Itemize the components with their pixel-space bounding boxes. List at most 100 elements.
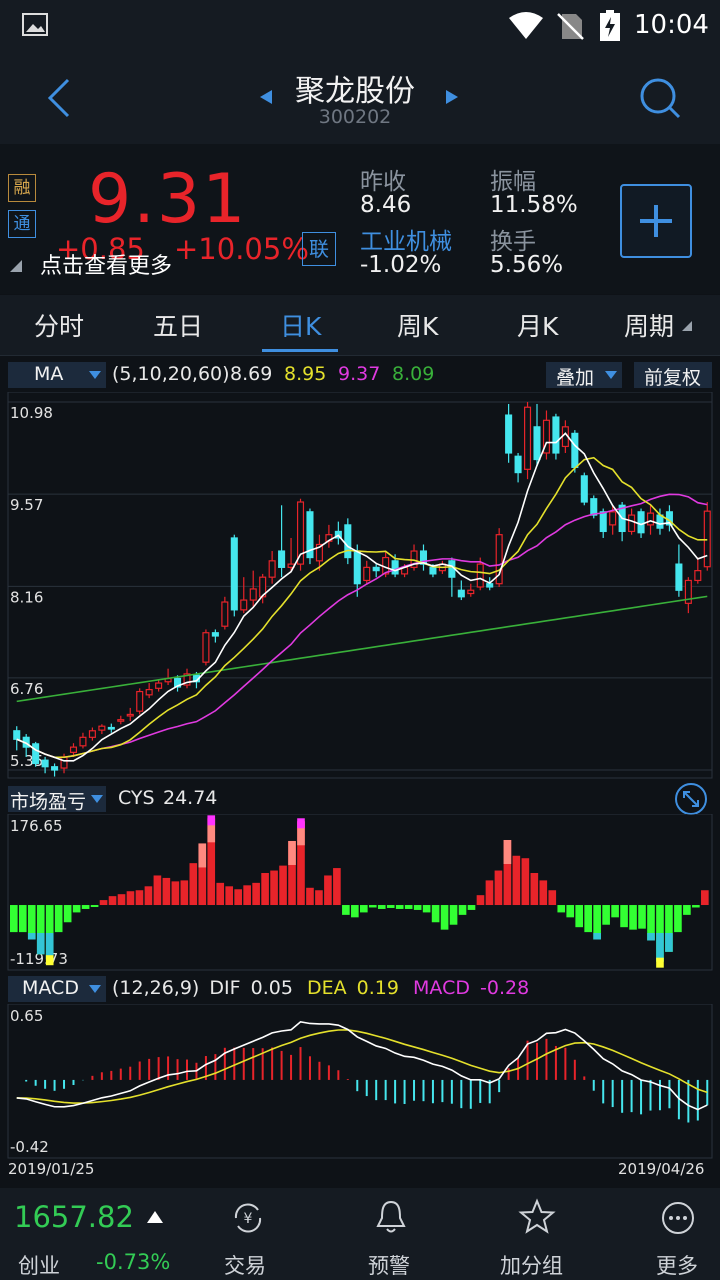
nav-alert[interactable]: 预警 (354, 1188, 428, 1280)
back-icon[interactable] (44, 76, 76, 120)
cys-bar (54, 905, 63, 933)
cys-bar-deep (665, 933, 673, 952)
quote-panel[interactable]: 融 通 9.31 +0.85 +10.05% 点击查看更多 联 昨收 8.46 … (0, 144, 720, 294)
tab-intraday[interactable]: 分时 (34, 312, 85, 341)
dea-line (16, 1029, 708, 1104)
cys-bar (476, 895, 485, 906)
cys-bar (333, 868, 341, 906)
add-watchlist-button[interactable] (620, 184, 692, 258)
macd-selector[interactable]: MACD (8, 976, 106, 1002)
more-icon (662, 1202, 694, 1234)
nav-more[interactable]: 更多 (644, 1188, 714, 1280)
cys-bar (261, 873, 269, 906)
fullscreen-icon[interactable] (674, 782, 708, 816)
cys-bar (557, 905, 566, 913)
dif-value: 0.05 (250, 977, 293, 999)
prev-stock-icon[interactable] (258, 88, 274, 106)
y-tick-label: 6.76 (10, 680, 43, 698)
cys-bar (395, 905, 404, 909)
cys-bar (530, 873, 539, 906)
next-stock-icon[interactable] (444, 88, 460, 106)
link-badge[interactable]: 联 (302, 232, 336, 266)
cys-bar (620, 905, 628, 928)
cys-bar-peak (297, 821, 305, 846)
kline-chart[interactable]: 10.989.578.166.765.35 (0, 392, 720, 780)
candle-body (98, 725, 106, 731)
cys-bar (315, 890, 323, 906)
candle-body (694, 570, 702, 582)
candle-body (202, 632, 210, 663)
tab-five-day[interactable]: 五日 (153, 312, 204, 341)
amplitude-label: 振幅 (490, 169, 536, 195)
nav-more-label: 更多 (656, 1254, 698, 1278)
candle-body (552, 416, 560, 454)
macd-legend: (12,26,9) DIF 0.05 DEA 0.19 MACD -0.28 (112, 977, 529, 999)
macd-frame (7, 1004, 713, 1159)
cys-bar (135, 890, 144, 906)
price-change-pct: +10.05% (174, 232, 309, 266)
plus-icon (640, 205, 672, 237)
cys-bar (494, 870, 503, 906)
cys-bar-deep (656, 933, 664, 962)
candle-body (306, 511, 314, 559)
ma-selector-label: MA (34, 363, 64, 385)
ma-selector[interactable]: MA (8, 362, 106, 388)
status-bar: 10:04 (0, 0, 720, 52)
candle-body (363, 566, 371, 582)
sector-link[interactable]: 工业机械 (360, 229, 452, 255)
candle-body (268, 560, 276, 578)
cys-label: CYS (118, 787, 155, 809)
ma60-line (16, 595, 708, 703)
cys-bar (63, 905, 72, 923)
candle-body (41, 759, 49, 768)
candle-body (136, 690, 144, 712)
tab-daily-k[interactable]: 日K (280, 312, 322, 341)
nav-trade-label: 交易 (224, 1254, 266, 1278)
indicator-selector[interactable]: 市场盈亏 (8, 786, 106, 813)
cys-bar (674, 905, 682, 933)
cys-bar (593, 905, 601, 940)
macd-chart[interactable]: 0.65 -0.42 (0, 1004, 720, 1160)
index-value[interactable]: 1657.82 (14, 1200, 134, 1234)
nav-add-group-label: 加分组 (500, 1254, 563, 1278)
sector-change: -1.02% (360, 252, 442, 278)
dif-line (16, 1020, 708, 1111)
overlay-button[interactable]: 叠加 (546, 362, 622, 389)
candle-body (429, 566, 437, 575)
chevron-down-icon (91, 795, 103, 803)
cys-bar (404, 905, 413, 909)
view-more-overlay[interactable]: 点击查看更多 (40, 254, 173, 279)
cys-bar (629, 905, 637, 930)
cys-bar (638, 905, 646, 929)
nav-add-group[interactable]: 加分组 (496, 1188, 580, 1280)
cys-bar (647, 905, 655, 941)
bottom-nav: 1657.82 创业 -0.73% ¥ 交易 预警 加分组 更多 (0, 1188, 720, 1280)
cys-bar (216, 882, 225, 906)
period-tabs: 分时 五日 日K 周K 月K 周期 (0, 295, 720, 356)
candle-body (230, 537, 238, 611)
candle-body (155, 682, 163, 689)
cys-bar (422, 905, 431, 913)
search-icon[interactable] (638, 76, 682, 120)
candle-body (656, 514, 664, 529)
candle-body (542, 419, 550, 454)
candle-body (684, 579, 692, 604)
tab-weekly-k[interactable]: 周K (397, 312, 439, 341)
cys-bar (27, 905, 36, 940)
ma20-line (16, 493, 708, 759)
adjust-button[interactable]: 前复权 (634, 362, 712, 389)
cys-bar (279, 865, 287, 906)
cys-chart[interactable]: 176.65-119.73 (0, 814, 720, 972)
candle-body (637, 511, 645, 534)
cys-bar (252, 882, 260, 906)
cys-bar (162, 877, 171, 906)
cys-bar (413, 905, 422, 910)
cys-bar (503, 839, 512, 906)
turnover-value: 5.56% (490, 252, 564, 278)
y-tick-label: 0.65 (10, 1007, 43, 1025)
cys-bar-peak (288, 840, 296, 865)
nav-trade[interactable]: ¥ 交易 (210, 1188, 284, 1280)
tab-monthly-k[interactable]: 月K (517, 312, 559, 341)
active-tab-indicator (262, 349, 338, 352)
tab-period[interactable]: 周期 (624, 312, 675, 341)
